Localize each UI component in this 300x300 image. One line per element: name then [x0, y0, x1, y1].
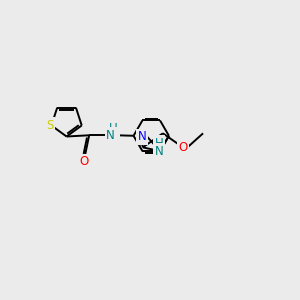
Text: H: H — [109, 122, 118, 135]
Text: N: N — [106, 129, 115, 142]
Text: H: H — [154, 137, 163, 150]
Text: O: O — [79, 155, 88, 168]
Text: S: S — [46, 119, 53, 132]
Text: N: N — [138, 130, 146, 143]
Text: O: O — [178, 141, 188, 154]
Text: N: N — [154, 145, 163, 158]
